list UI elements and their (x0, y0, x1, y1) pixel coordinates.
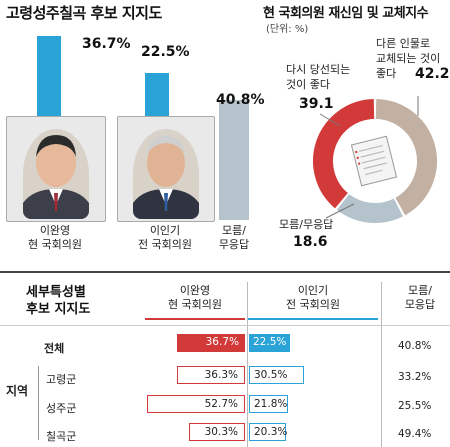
donut-slice-replace (375, 99, 437, 216)
bar-col2-row-1: 30.5% (249, 366, 304, 384)
candidate-2-role: 전 국회의원 (137, 238, 193, 251)
no-answer-label: 모름/ 무응답 (212, 224, 256, 252)
donut-label-replace: 다른 인물로 교체되는 것이 좋다 (376, 36, 440, 81)
bar-col1-row-2: 52.7% (146, 395, 245, 413)
row-label-total: 전체 (44, 342, 65, 355)
col-header-2-line1: 이인기 (297, 284, 329, 297)
col-header-3-line1: 모름/ (408, 284, 432, 297)
table-title: 세부특성별 후보 지지도 (26, 284, 90, 318)
table-divider-1 (247, 282, 248, 447)
candidate-1-name: 이완영 (39, 224, 71, 237)
no-answer-label-line2: 무응답 (218, 238, 250, 251)
row-label-seongju: 성주군 (46, 402, 77, 415)
bar-col1-value-row-2: 52.7% (204, 398, 238, 410)
region-bracket (38, 366, 39, 440)
bar-col1-value-row-1: 36.3% (204, 369, 238, 381)
candidate-photo-1 (23, 129, 89, 219)
donut-label-reelect-line1: 다시 당선되는 (286, 63, 351, 76)
col-header-1-line1: 이완영 (179, 284, 211, 297)
col-header-3-line2: 모응답 (404, 298, 436, 311)
donut-label-replace-line2: 교체되는 것이 (376, 52, 441, 65)
no-answer-label-line1: 모름/ (222, 224, 246, 237)
donut-value-unknown: 18.6 (293, 234, 328, 250)
candidate-2-label: 이인기 전 국회의원 (117, 224, 213, 252)
bar-col1-row-1: 36.3% (177, 366, 245, 384)
bar-col2-value-row-2: 21.8% (254, 398, 288, 410)
cell-no-answer-seongju: 25.5% (398, 400, 432, 412)
col-header-2-rule (248, 318, 378, 320)
ballot-box-1 (6, 116, 106, 222)
col-header-2: 이인기 전 국회의원 (248, 284, 378, 312)
bar-col1-row-0: 36.7% (176, 334, 245, 352)
bar-col2-row-3: 20.3% (249, 423, 288, 441)
col-header-1: 이완영 현 국회의원 (145, 284, 245, 312)
donut-label-replace-line3: 좋다 (376, 67, 397, 80)
bar-col2-value-row-1: 30.5% (254, 369, 288, 381)
candidate-1-label: 이완영 현 국회의원 (6, 224, 104, 252)
donut-value-reelect: 39.1 (299, 96, 334, 112)
right-title: 현 국회의원 재신임 및 교체지수 (263, 6, 429, 21)
bar-col1-row-3: 30.3% (188, 423, 245, 441)
donut-label-reelect-line2: 것이 좋다 (286, 78, 330, 91)
bar-no-answer-value: 40.8% (216, 92, 265, 108)
leader-reelect (319, 113, 341, 127)
donut-slice-reelect (313, 99, 375, 209)
unit-label: (단위: %) (266, 24, 309, 35)
bar-col1-value-row-3: 30.3% (204, 426, 238, 438)
region-label: 지역 (6, 384, 29, 398)
table-top-rule (0, 271, 450, 273)
col-header-3: 모름/ 모응답 (395, 284, 445, 312)
cell-no-answer-goryeong: 33.2% (398, 371, 432, 383)
bar-lee-ingi-value: 22.5% (141, 44, 190, 60)
bar-col2-row-2: 21.8% (249, 395, 289, 413)
donut-chart (313, 96, 437, 223)
row-label-chilgok: 칠곡군 (46, 430, 77, 443)
col-header-1-rule (145, 318, 245, 320)
ballot-box-2 (117, 116, 215, 222)
table-header-rule (0, 325, 450, 326)
table-divider-2 (381, 282, 382, 447)
donut-label-unknown: 모름/무응답 (279, 218, 334, 231)
candidate-photo-2 (133, 129, 199, 219)
candidate-2-name: 이인기 (149, 224, 181, 237)
bar-lee-wanyoung (37, 36, 61, 130)
col-header-1-line2: 현 국회의원 (167, 298, 223, 311)
table-title-line2: 후보 지지도 (26, 302, 91, 317)
donut-label-replace-line1: 다른 인물로 (376, 37, 431, 50)
bar-col1-value-row-0: 36.7% (205, 336, 239, 348)
leader-unknown (325, 203, 355, 219)
document-icon (350, 135, 398, 187)
donut-label-reelect: 다시 당선되는 것이 좋다 (286, 62, 350, 92)
bar-no-answer (219, 100, 249, 220)
col-header-2-line2: 전 국회의원 (285, 298, 341, 311)
bar-col2-value-row-3: 20.3% (254, 426, 288, 438)
donut-value-replace: 42.2 (415, 66, 450, 82)
bar-lee-wanyoung-value: 36.7% (82, 36, 131, 52)
cell-no-answer-total: 40.8% (398, 340, 432, 352)
table-title-line1: 세부특성별 (26, 285, 86, 300)
row-label-goryeong: 고령군 (46, 373, 77, 386)
cell-no-answer-chilgok: 49.4% (398, 428, 432, 440)
candidate-1-role: 현 국회의원 (27, 238, 83, 251)
donut-slice-unknown (336, 193, 403, 223)
bar-col2-value-row-0: 22.5% (253, 336, 287, 348)
left-title: 고령성주칠곡 후보 지지도 (6, 4, 162, 22)
bar-col2-row-0: 22.5% (249, 334, 290, 352)
